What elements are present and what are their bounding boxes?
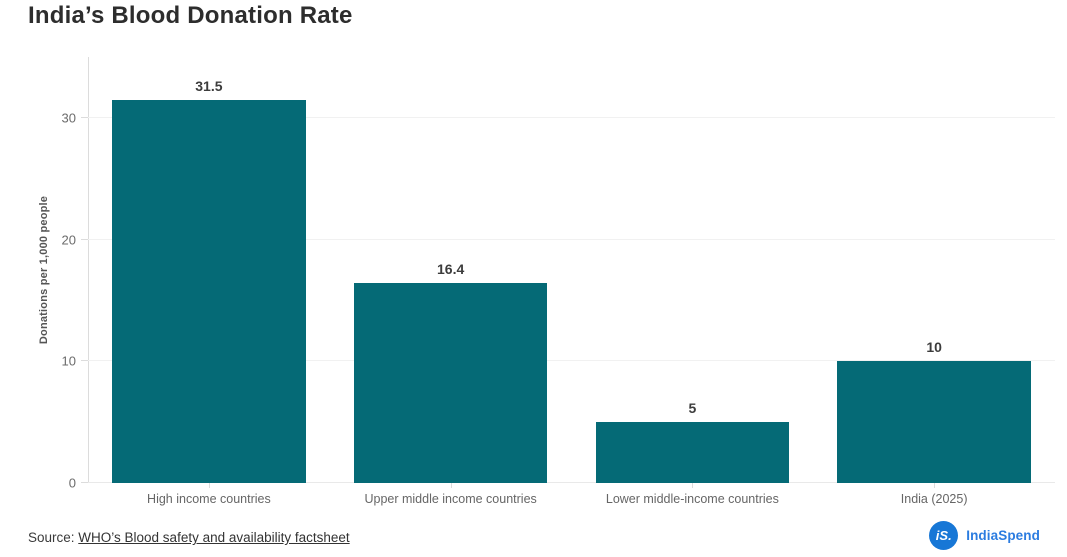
gridline xyxy=(88,482,1055,483)
y-tick-label: 20 xyxy=(61,232,76,248)
y-tick-mark xyxy=(81,116,88,118)
source-link[interactable]: WHO’s Blood safety and availability fact… xyxy=(78,530,350,545)
y-tick-mark xyxy=(81,360,88,362)
indiaspend-logo[interactable]: iS. IndiaSpend xyxy=(929,521,1040,550)
x-axis-label: Upper middle income countries xyxy=(364,492,537,506)
x-axis-label: High income countries xyxy=(147,492,271,506)
y-tick-label: 10 xyxy=(61,353,76,369)
y-axis-line xyxy=(88,57,89,483)
x-axis-label: Lower middle-income countries xyxy=(605,492,779,506)
bar xyxy=(837,361,1031,483)
bar-value-label: 10 xyxy=(926,339,942,356)
gridline xyxy=(88,238,1055,240)
x-tick-mark xyxy=(208,483,210,488)
bar xyxy=(353,283,548,483)
x-axis-label: India (2025) xyxy=(900,492,968,506)
bar xyxy=(595,422,790,483)
y-axis-title: Donations per 1,000 people xyxy=(38,195,50,345)
y-tick-label: 0 xyxy=(68,475,76,491)
source-line: Source: WHO’s Blood safety and availabil… xyxy=(28,530,350,545)
x-tick-mark xyxy=(692,483,694,488)
bar-value-label: 16.4 xyxy=(437,261,465,278)
x-tick-mark xyxy=(934,483,936,488)
plot-area: 0 10 20 30 31.5 High income countries 16.4 Uppe… xyxy=(62,57,1055,506)
gridline xyxy=(88,116,1055,118)
bar xyxy=(112,99,306,483)
chart-title: India’s Blood Donation Rate xyxy=(28,2,353,29)
y-tick-mark xyxy=(81,238,88,240)
indiaspend-logo-name: IndiaSpend xyxy=(966,528,1040,543)
y-tick-label: 30 xyxy=(61,110,76,126)
source-prefix: Source: xyxy=(28,530,79,545)
gridline xyxy=(88,360,1055,362)
bar-value-label: 31.5 xyxy=(195,77,223,94)
y-tick-mark xyxy=(81,482,88,483)
x-tick-mark xyxy=(450,483,452,488)
bar-value-label: 5 xyxy=(688,400,697,417)
indiaspend-logo-icon: iS. xyxy=(929,521,959,550)
